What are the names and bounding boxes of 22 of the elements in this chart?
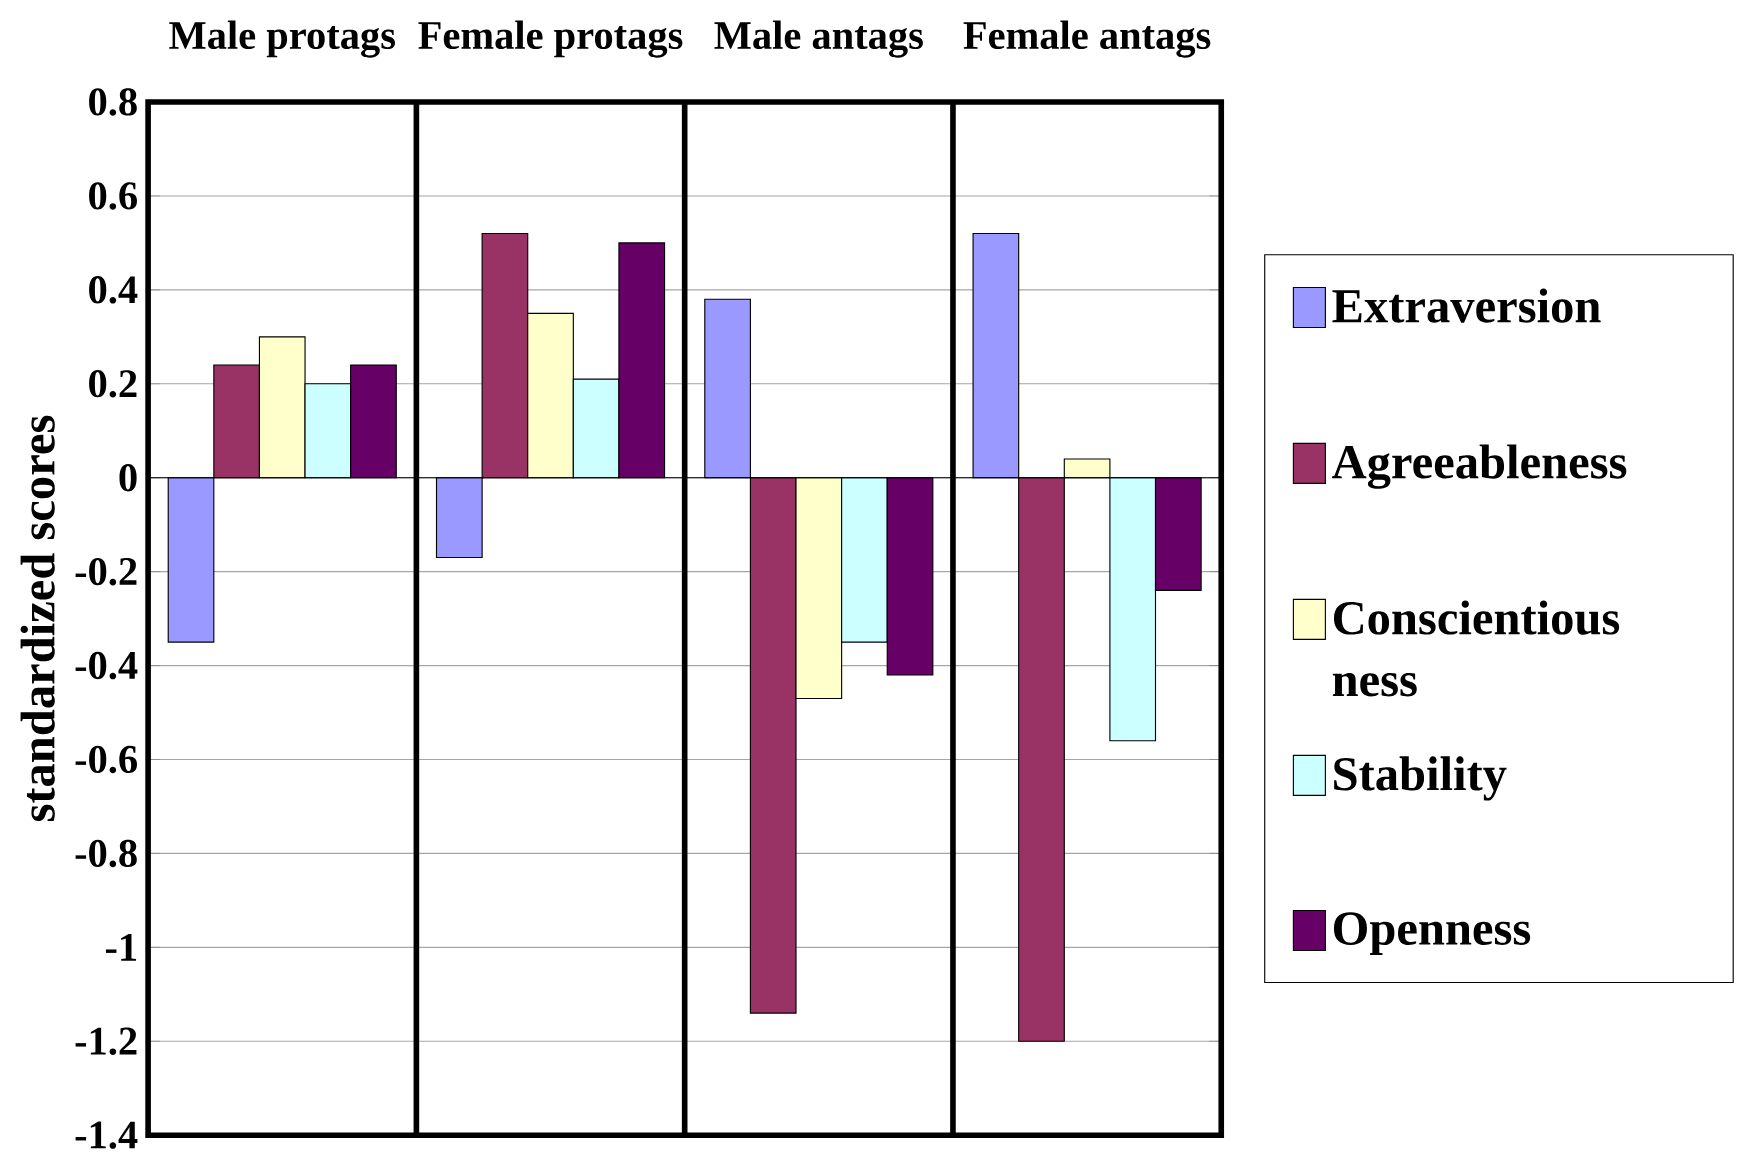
y-tick-label: 0.6 — [89, 181, 137, 210]
x-tick-label: Male protags — [169, 20, 396, 58]
y-tick-label: -0.4 — [75, 651, 138, 680]
legend-label: Stability — [1334, 756, 1507, 801]
legend-label: Conscientious ness — [1332, 600, 1620, 697]
y-tick-label: -1 — [105, 933, 137, 961]
x-tick-label: Female antags — [963, 20, 1211, 58]
legend-label: Extraversion — [1332, 288, 1601, 323]
y-tick-label: 0.4 — [89, 275, 138, 304]
y-tick-label: 0.8 — [89, 88, 137, 116]
x-tick-label: Male antags — [714, 20, 923, 58]
legend-label: Openness — [1333, 912, 1531, 955]
y-tick-label: -0.6 — [75, 745, 137, 774]
y-tick-label: -0.8 — [75, 839, 137, 867]
y-tick-label: -1.4 — [75, 1121, 138, 1149]
y-tick-label: 0 — [119, 463, 137, 492]
y-tick-label: 0.2 — [89, 369, 137, 398]
y-tick-label: -1.2 — [75, 1027, 137, 1055]
x-tick-label: Female protags — [418, 20, 683, 58]
y-tick-label: -0.2 — [75, 557, 137, 586]
y-axis-title: standardized scores — [20, 415, 55, 821]
legend-label: Agreeableness — [1332, 444, 1627, 489]
